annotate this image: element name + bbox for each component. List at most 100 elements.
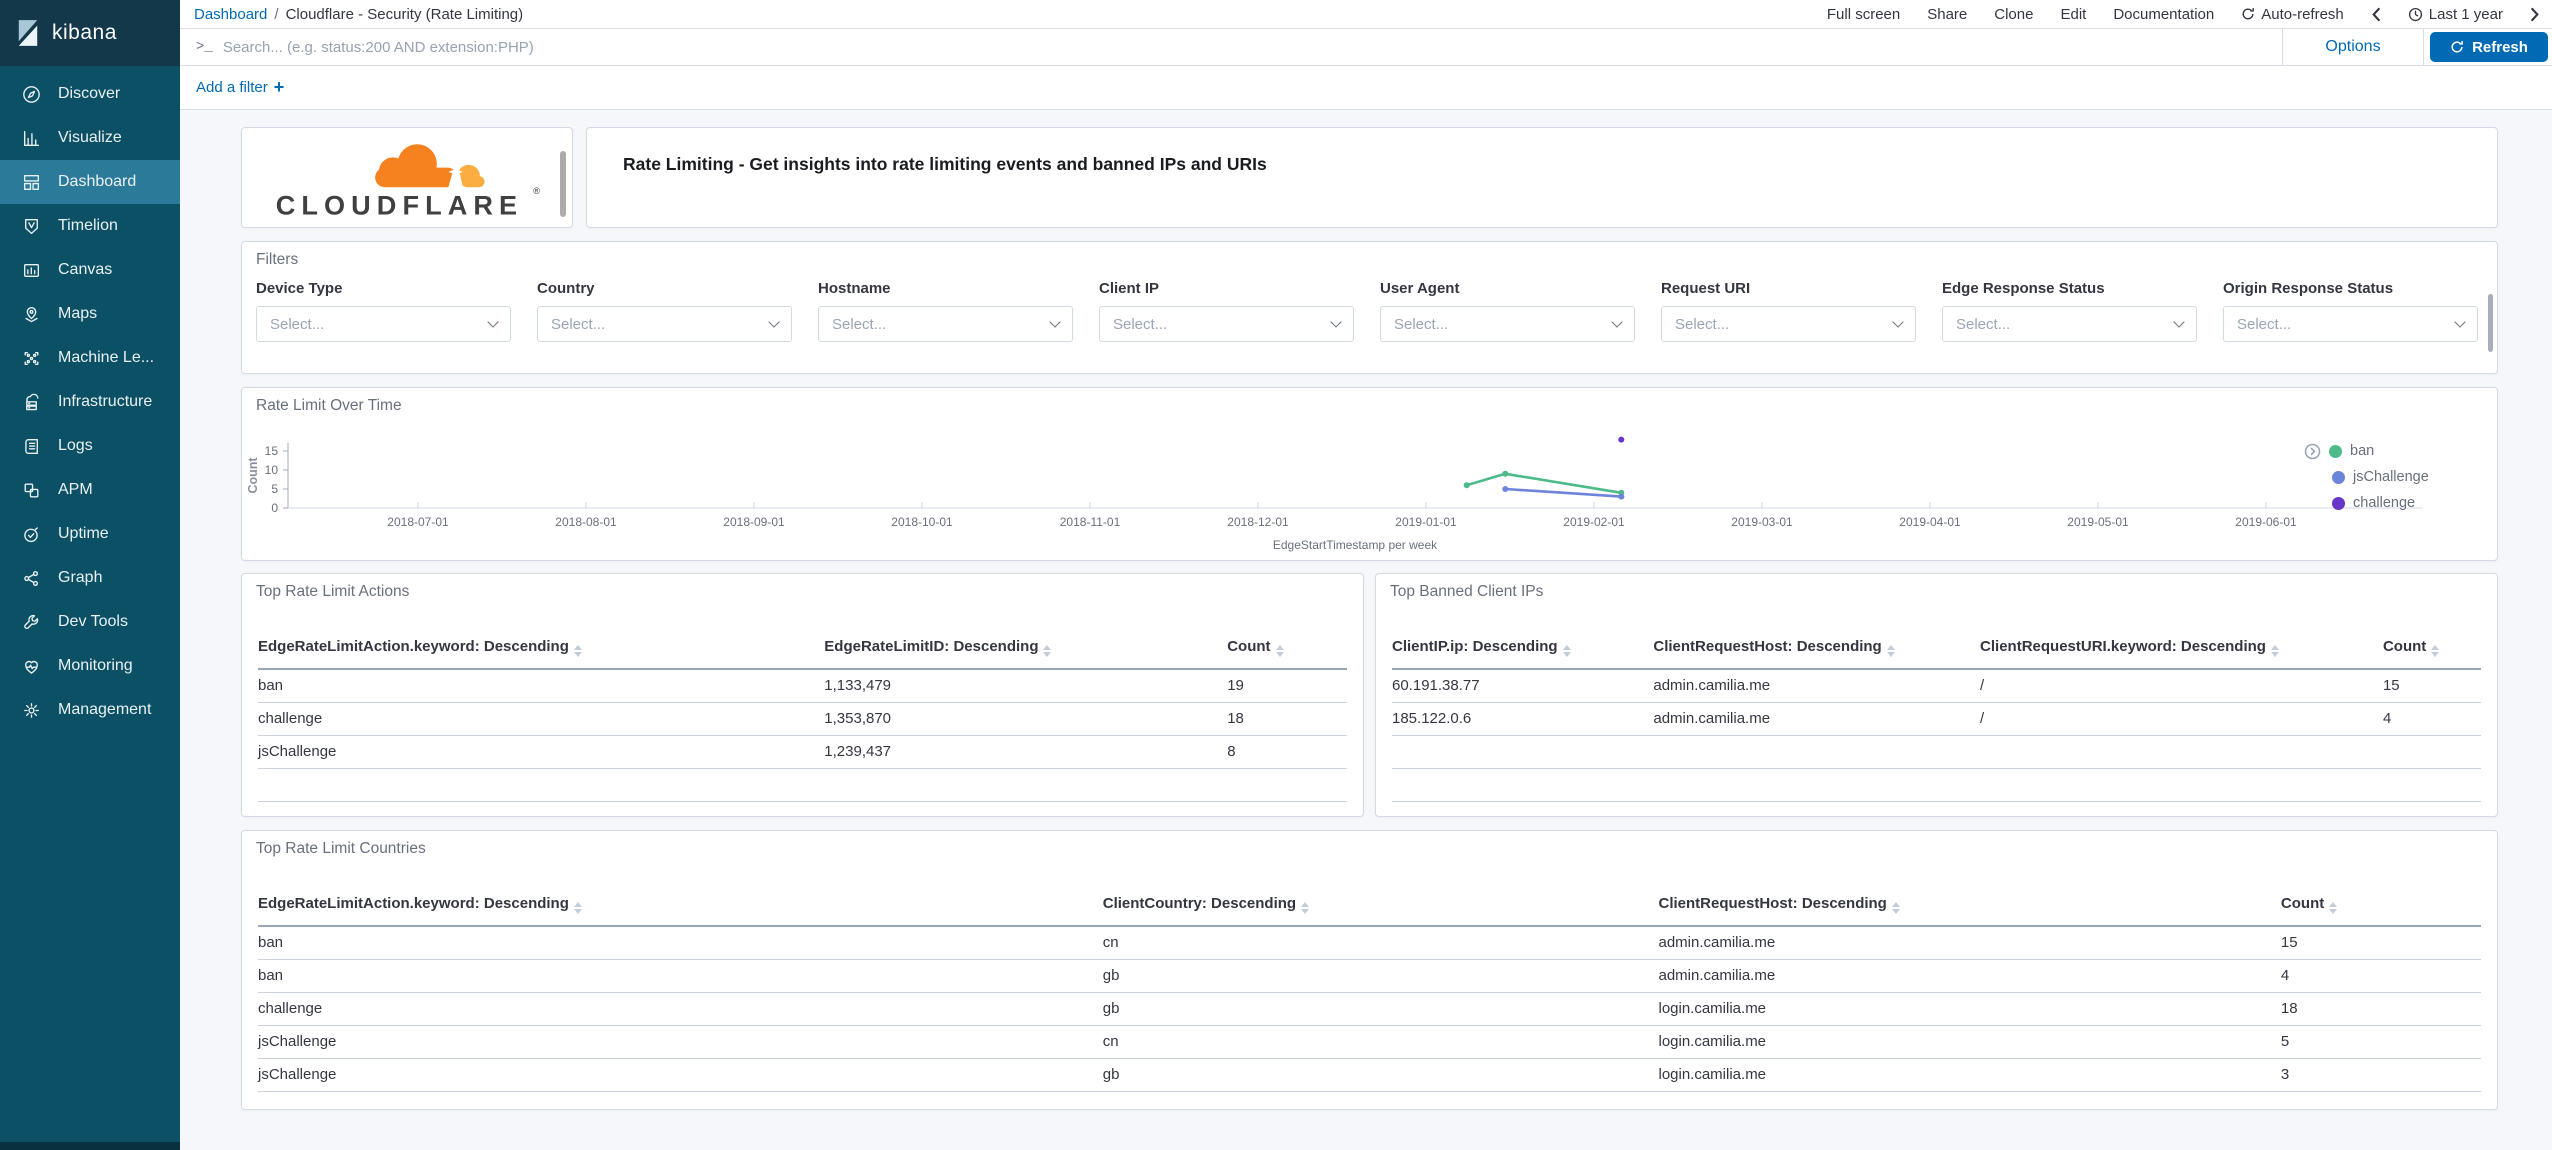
table-cell: 60.191.38.77 (1392, 669, 1654, 703)
sidebar-item-label: Visualize (58, 129, 122, 146)
sidebar-item-timelion[interactable]: Timelion (0, 204, 180, 248)
auto-refresh-button[interactable]: Auto-refresh (2241, 6, 2344, 23)
filter-select-user-agent[interactable]: Select... (1380, 306, 1635, 342)
legend-item-jsChallenge[interactable]: jsChallenge (2304, 464, 2429, 490)
table-cell (1227, 768, 1347, 802)
column-header[interactable]: ClientRequestHost: Descending (1653, 630, 1981, 670)
sidebar-item-logs[interactable]: Logs (0, 424, 180, 468)
sidebar-item-canvas[interactable]: Canvas (0, 248, 180, 292)
filter-select-edge-response-status[interactable]: Select... (1942, 306, 2197, 342)
column-header[interactable]: Count (2382, 630, 2481, 670)
panel-scrollbar[interactable] (560, 151, 566, 217)
menu-item-documentation[interactable]: Documentation (2113, 5, 2215, 23)
column-header[interactable]: EdgeRateLimitAction.keyword: Descending (258, 630, 825, 670)
table-cell: 185.122.0.6 (1392, 702, 1654, 736)
table-cell: / (1980, 669, 2383, 703)
add-filter-button[interactable]: Add a filter + (196, 77, 285, 97)
filter-select-origin-response-status[interactable]: Select... (2223, 306, 2478, 342)
gear-icon (20, 699, 42, 721)
legend-item-challenge[interactable]: challenge (2304, 490, 2429, 516)
sidebar-item-uptime[interactable]: Uptime (0, 512, 180, 556)
legend-expand-icon[interactable] (2304, 443, 2321, 460)
sidebar-item-apm[interactable]: APM (0, 468, 180, 512)
column-header[interactable]: ClientRequestURI.keyword: Descending (1980, 630, 2383, 670)
column-header[interactable]: EdgeRateLimitID: Descending (824, 630, 1228, 670)
registered-mark: ® (533, 186, 540, 196)
breadcrumb-dashboard-link[interactable]: Dashboard (194, 5, 268, 23)
table-cell: ban (258, 926, 1103, 960)
svg-text:2018-10-01: 2018-10-01 (891, 515, 953, 529)
filter-select-country[interactable]: Select... (537, 306, 792, 342)
options-button[interactable]: Options (2282, 29, 2424, 65)
time-back-button[interactable] (2371, 7, 2381, 22)
table-cell: admin.camilia.me (1658, 926, 2281, 960)
chevron-down-icon (2454, 316, 2466, 328)
table-row: ban 1,133,479 19 (258, 669, 1347, 703)
table-row: jsChallenge cn login.camilia.me 5 (258, 1025, 2481, 1059)
sort-icon (1886, 645, 1895, 657)
cloudflare-logo: CLOUDFLARE ® (276, 144, 540, 220)
table-row: jsChallenge 1,239,437 8 (258, 735, 1347, 769)
sidebar-item-maps[interactable]: Maps (0, 292, 180, 336)
legend-color-dot (2332, 470, 2345, 484)
sidebar-item-management[interactable]: Management (0, 688, 180, 732)
sidebar-item-discover[interactable]: Discover (0, 72, 180, 116)
sidebar-nav: Discover Visualize Dashboard Timelion Canvas… (0, 66, 180, 732)
panel-title: Filters (256, 251, 299, 268)
time-forward-button[interactable] (2530, 7, 2540, 22)
logs-icon (20, 435, 42, 457)
chevron-down-icon (487, 316, 499, 328)
sidebar-item-machine-le[interactable]: Machine Le... (0, 336, 180, 380)
sidebar-item-dashboard[interactable]: Dashboard (0, 160, 180, 204)
sidebar-item-graph[interactable]: Graph (0, 556, 180, 600)
sidebar-item-dev-tools[interactable]: Dev Tools (0, 600, 180, 644)
time-range-picker[interactable]: Last 1 year (2408, 6, 2503, 23)
table-cell (1392, 768, 1654, 802)
table-cell: admin.camilia.me (1653, 702, 1981, 736)
chevron-right-icon (2531, 7, 2539, 21)
legend-item-ban[interactable]: ban (2304, 438, 2429, 464)
column-header[interactable]: ClientCountry: Descending (1102, 887, 1659, 927)
table-cell (1980, 735, 2383, 769)
filters-panel: Filters Device Type Select... Country Selec… (241, 241, 2498, 374)
search-input[interactable] (222, 29, 2282, 65)
filter-select-device-type[interactable]: Select... (256, 306, 511, 342)
sidebar-item-monitoring[interactable]: Monitoring (0, 644, 180, 688)
table-row-empty (1392, 735, 2481, 769)
column-header[interactable]: ClientIP.ip: Descending (1392, 630, 1654, 670)
panel-scrollbar[interactable] (2488, 294, 2493, 352)
column-header[interactable]: Count (1227, 630, 1347, 670)
kibana-logo[interactable]: kibana (0, 0, 180, 66)
svg-text:2019-05-01: 2019-05-01 (2067, 515, 2129, 529)
chevron-down-icon (1892, 316, 1904, 328)
svg-text:10: 10 (265, 463, 279, 477)
menu-item-clone[interactable]: Clone (1994, 5, 2034, 23)
top-rate-limit-actions-panel: Top Rate Limit Actions EdgeRateLimitActi… (241, 573, 1364, 817)
query-bar: >_ Options Refresh (180, 29, 2552, 66)
column-header[interactable]: Count (2280, 887, 2481, 927)
sidebar-item-label: Graph (58, 569, 103, 586)
sidebar-item-label: Maps (58, 305, 98, 322)
graph-icon (20, 567, 42, 589)
sidebar-item-visualize[interactable]: Visualize (0, 116, 180, 160)
filter-group-device-type: Device Type Select... (256, 280, 511, 342)
legend-spacer (2304, 495, 2324, 511)
menu-item-edit[interactable]: Edit (2060, 5, 2087, 23)
filter-select-hostname[interactable]: Select... (818, 306, 1073, 342)
table-cell: jsChallenge (258, 1058, 1103, 1092)
table-row: ban cn admin.camilia.me 15 (258, 926, 2481, 960)
column-header[interactable]: EdgeRateLimitAction.keyword: Descending (258, 887, 1103, 927)
refresh-icon (2451, 41, 2463, 53)
clock-icon (2408, 7, 2422, 21)
menu-item-share[interactable]: Share (1927, 5, 1968, 23)
column-header[interactable]: ClientRequestHost: Descending (1658, 887, 2281, 927)
svg-text:2018-12-01: 2018-12-01 (1227, 515, 1289, 529)
legend-spacer (2304, 469, 2324, 485)
svg-text:2018-07-01: 2018-07-01 (387, 515, 449, 529)
sidebar-item-label: Machine Le... (58, 349, 155, 366)
sidebar-item-infrastructure[interactable]: Infrastructure (0, 380, 180, 424)
menu-item-full-screen[interactable]: Full screen (1826, 5, 1901, 23)
refresh-button[interactable]: Refresh (2430, 32, 2548, 62)
filter-select-request-uri[interactable]: Select... (1661, 306, 1916, 342)
filter-select-client-ip[interactable]: Select... (1099, 306, 1354, 342)
